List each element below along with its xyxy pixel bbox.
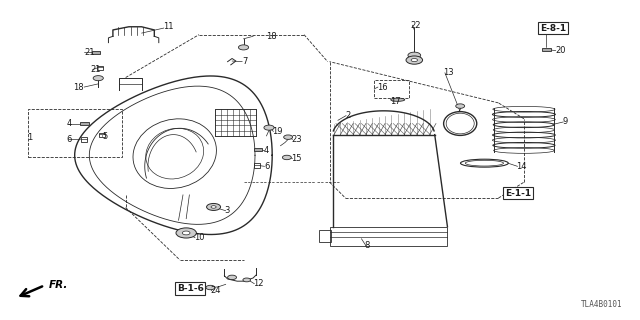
Bar xyxy=(319,230,332,243)
Text: 12: 12 xyxy=(253,279,264,288)
Text: 23: 23 xyxy=(291,135,302,144)
Text: 2: 2 xyxy=(346,111,351,120)
Text: 8: 8 xyxy=(365,241,370,250)
Text: 15: 15 xyxy=(291,154,302,163)
Bar xyxy=(253,164,260,168)
Bar xyxy=(97,66,103,70)
Bar xyxy=(28,109,122,157)
Text: E-1-1: E-1-1 xyxy=(505,189,531,198)
Text: 11: 11 xyxy=(163,22,173,31)
Circle shape xyxy=(243,278,250,282)
Text: 22: 22 xyxy=(410,21,421,30)
Bar xyxy=(81,137,88,142)
Circle shape xyxy=(284,135,292,140)
Circle shape xyxy=(207,204,221,211)
Text: 4: 4 xyxy=(264,146,269,155)
Text: 14: 14 xyxy=(516,162,527,171)
Circle shape xyxy=(264,125,274,130)
Text: 16: 16 xyxy=(378,83,388,92)
Circle shape xyxy=(211,206,216,208)
Text: 4: 4 xyxy=(67,119,72,128)
Text: 10: 10 xyxy=(194,233,204,242)
Circle shape xyxy=(228,275,237,280)
Text: TLA4B0101: TLA4B0101 xyxy=(581,300,623,309)
Bar xyxy=(99,132,105,137)
Text: B-1-6: B-1-6 xyxy=(177,284,204,293)
Text: 18: 18 xyxy=(266,32,276,41)
Text: 20: 20 xyxy=(556,46,566,55)
Text: 6: 6 xyxy=(67,135,72,144)
Text: FR.: FR. xyxy=(49,280,68,290)
Bar xyxy=(80,122,89,125)
Bar xyxy=(92,51,100,54)
Circle shape xyxy=(282,155,291,160)
Text: 17: 17 xyxy=(390,97,401,106)
Text: 18: 18 xyxy=(74,83,84,92)
Text: 5: 5 xyxy=(102,132,108,141)
Circle shape xyxy=(93,76,103,81)
Bar xyxy=(541,48,550,51)
Text: 21: 21 xyxy=(84,48,95,57)
Text: 3: 3 xyxy=(225,206,230,215)
Text: 6: 6 xyxy=(264,162,269,171)
Bar xyxy=(215,109,256,136)
Bar xyxy=(254,148,262,151)
Circle shape xyxy=(176,228,196,238)
Text: 21: 21 xyxy=(91,65,101,74)
Circle shape xyxy=(408,52,420,59)
Text: 9: 9 xyxy=(562,117,568,126)
Text: 1: 1 xyxy=(27,133,32,142)
Circle shape xyxy=(182,231,190,235)
Text: 19: 19 xyxy=(272,127,283,136)
Text: E-8-1: E-8-1 xyxy=(540,24,566,33)
Text: 13: 13 xyxy=(443,68,454,77)
Circle shape xyxy=(206,285,215,290)
Circle shape xyxy=(239,45,248,50)
Circle shape xyxy=(406,56,422,64)
Text: 24: 24 xyxy=(211,286,221,295)
Bar xyxy=(330,227,447,246)
Bar xyxy=(374,80,409,98)
Ellipse shape xyxy=(391,98,404,101)
Circle shape xyxy=(456,104,465,108)
Circle shape xyxy=(411,59,417,62)
Text: 7: 7 xyxy=(243,57,248,66)
